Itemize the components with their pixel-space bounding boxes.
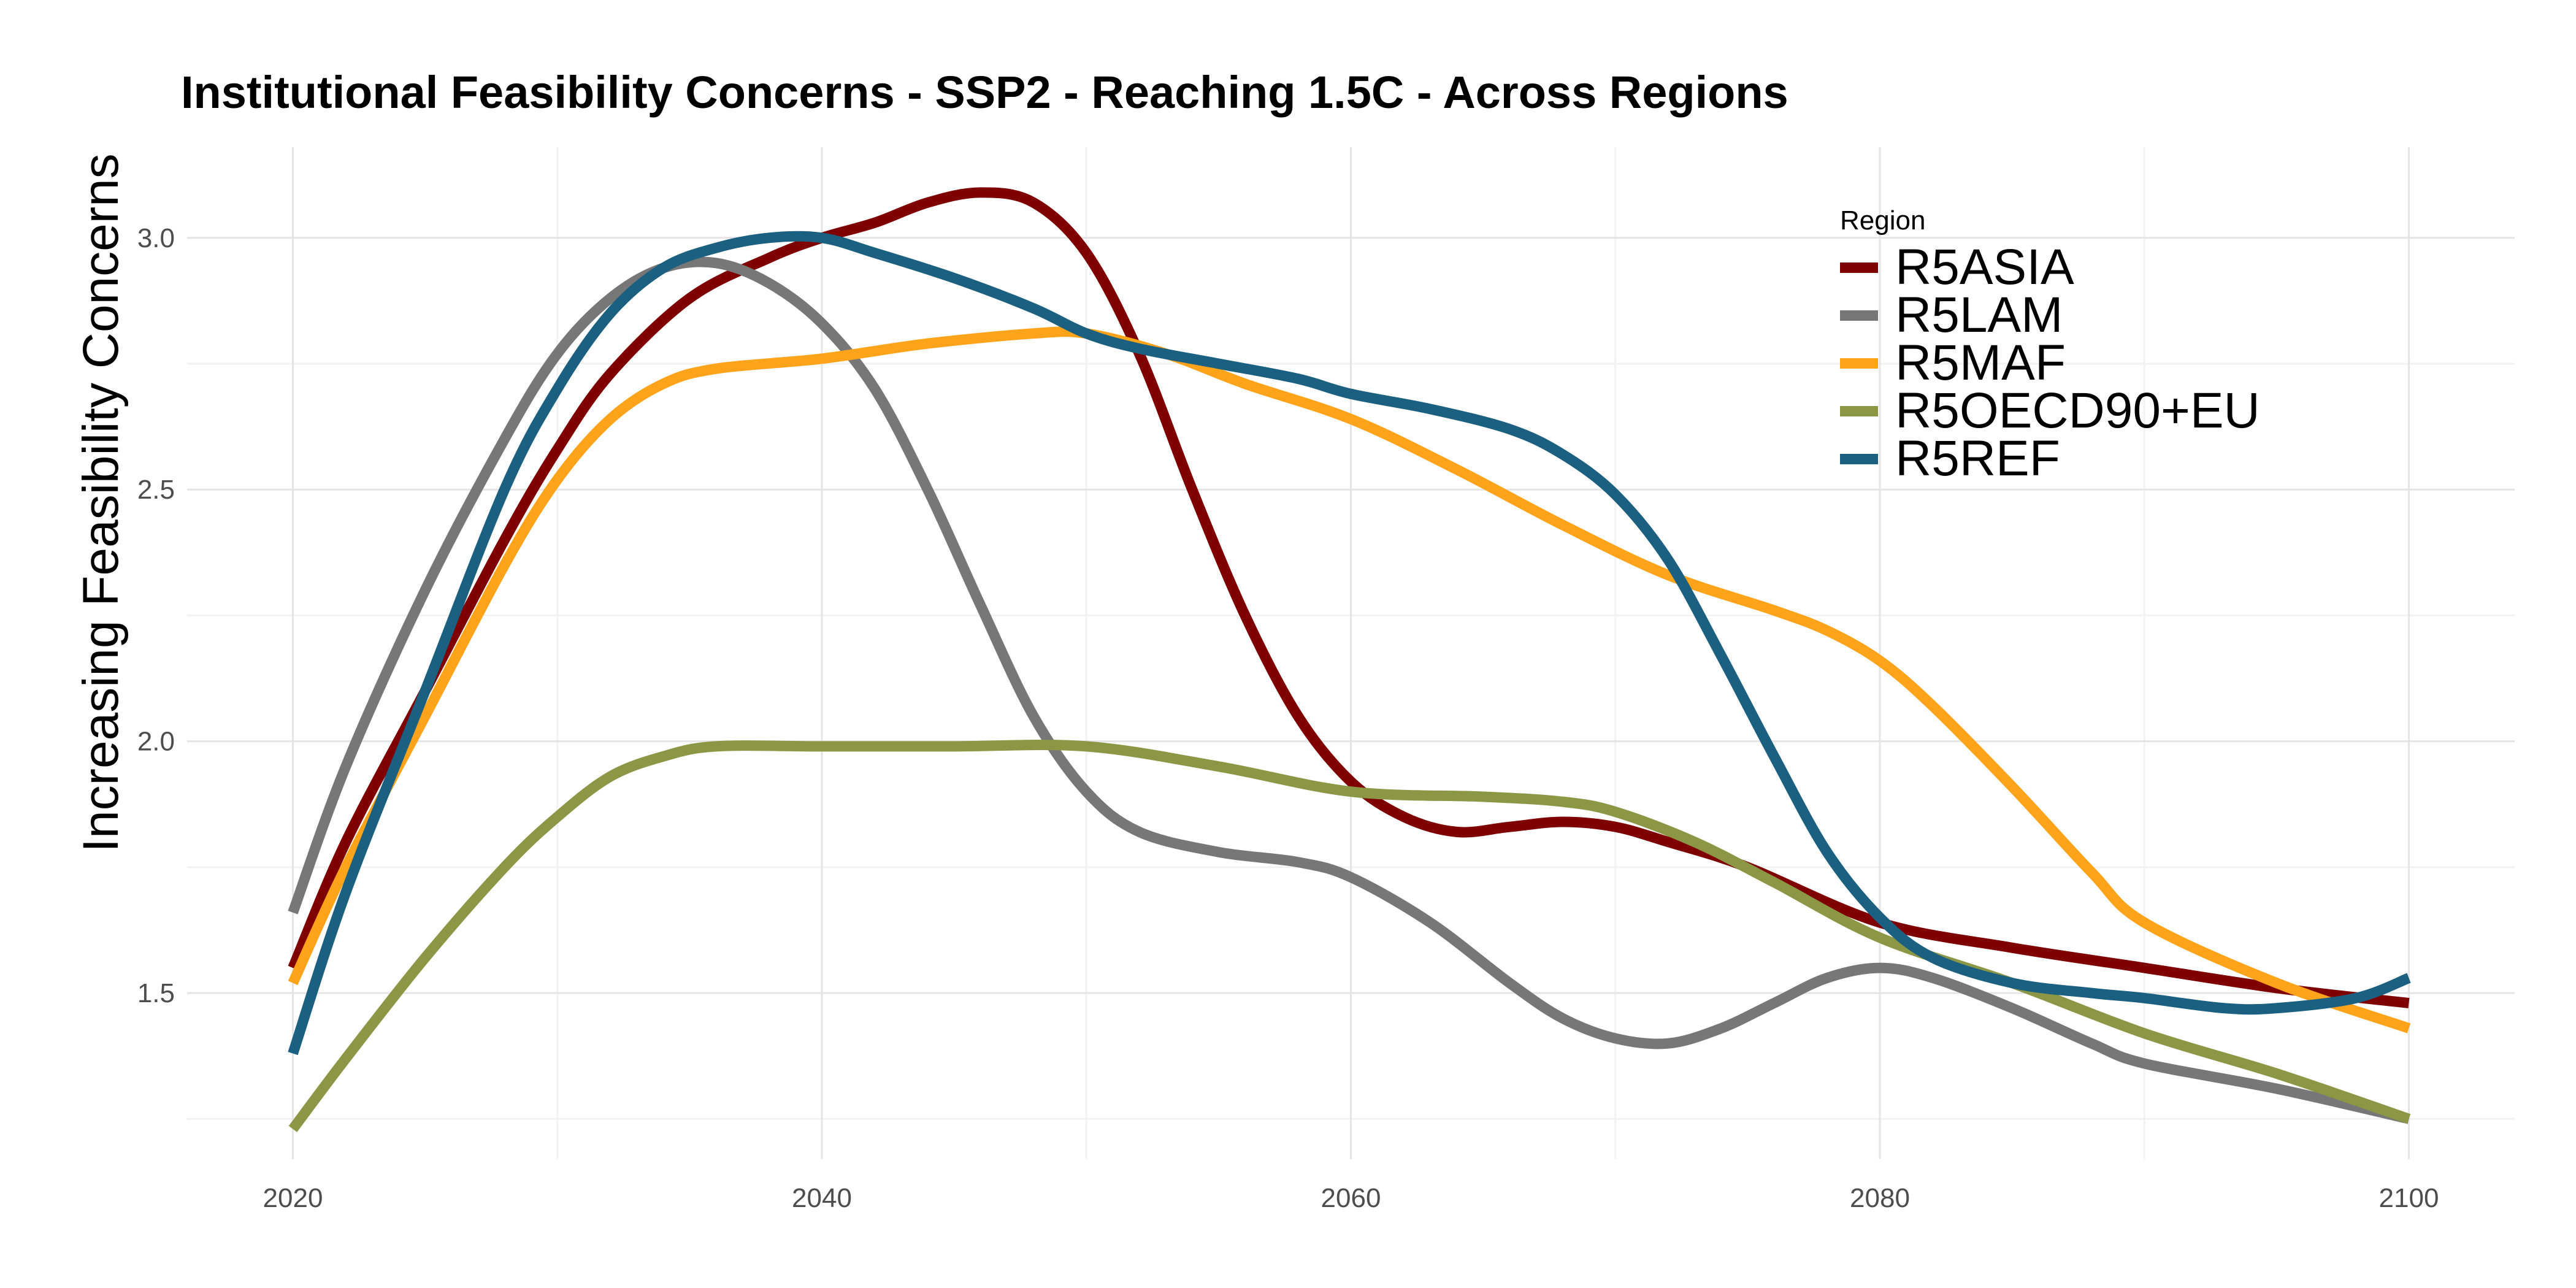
legend-item-r5lam: R5LAM <box>1840 287 2260 343</box>
legend-label-r5lam: R5LAM <box>1895 287 2063 343</box>
legend-item-r5oecd90-eu: R5OECD90+EU <box>1840 383 2260 439</box>
x-tick-label: 2040 <box>792 1183 852 1213</box>
y-tick-label: 2.5 <box>137 475 175 505</box>
series-line-r5ref <box>288 231 2411 1056</box>
legend-label-r5maf: R5MAF <box>1895 335 2066 391</box>
legend-key-r5asia <box>1840 262 1878 273</box>
legend-key-r5lam <box>1840 310 1878 321</box>
legend-title: Region <box>1840 205 1926 236</box>
x-tick-label: 2100 <box>2379 1183 2439 1213</box>
y-tick-label: 3.0 <box>137 223 175 253</box>
chart-title: Institutional Feasibility Concerns - SSP… <box>181 67 1788 118</box>
series-line-r5lam <box>288 256 2410 1124</box>
legend-label-r5oecd90-eu: R5OECD90+EU <box>1895 383 2260 439</box>
x-tick-label: 2080 <box>1850 1183 1910 1213</box>
legend-key-r5ref <box>1840 453 1878 464</box>
legend-item-r5ref: R5REF <box>1840 431 2260 486</box>
legend-label-r5ref: R5REF <box>1895 431 2060 486</box>
legend-item-r5asia: R5ASIA <box>1840 239 2260 295</box>
legend-key-r5maf <box>1840 358 1878 369</box>
y-tick-label: 2.0 <box>137 727 175 757</box>
tick-labels: 2020 2040 2060 2080 2100 1.5 2.0 2.5 3.0 <box>137 223 2439 1213</box>
legend: Region R5ASIA R5LAM R5MAF R5OECD90+EU R5REF <box>1840 205 2260 486</box>
x-tick-label: 2020 <box>263 1183 323 1213</box>
legend-items: R5ASIA R5LAM R5MAF R5OECD90+EU R5REF <box>1840 239 2260 486</box>
y-tick-label: 1.5 <box>137 978 175 1008</box>
legend-item-r5maf: R5MAF <box>1840 335 2260 391</box>
legend-label-r5asia: R5ASIA <box>1895 239 2074 295</box>
series-line-r5asia <box>288 187 2410 1008</box>
legend-key-r5oecd90-eu <box>1840 405 1878 416</box>
series-line-r5maf <box>288 326 2411 1033</box>
x-tick-label: 2060 <box>1321 1183 1381 1213</box>
series-lines <box>288 187 2411 1132</box>
